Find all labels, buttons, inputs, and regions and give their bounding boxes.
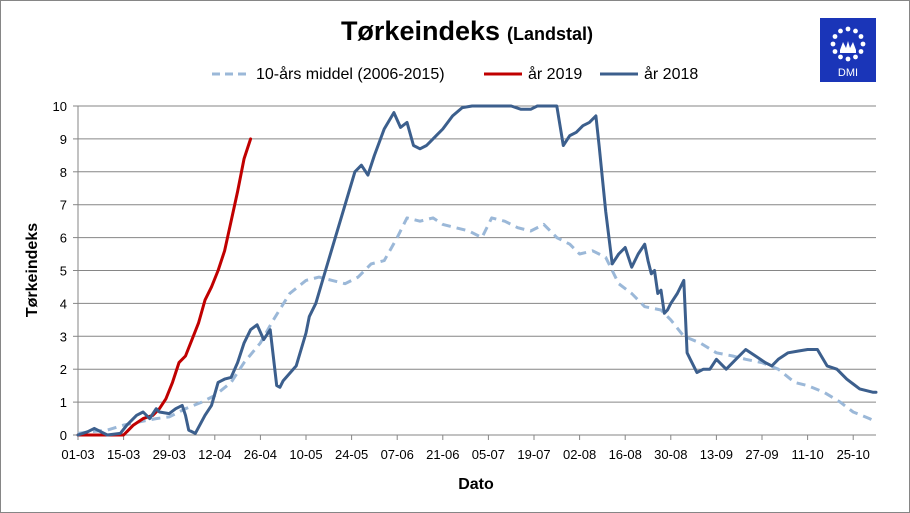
dmi-logo-dot bbox=[845, 26, 851, 32]
x-tick-label: 25-10 bbox=[837, 447, 870, 462]
x-tick-label: 24-05 bbox=[335, 447, 368, 462]
x-axis-title: Dato bbox=[458, 476, 494, 493]
x-tick-label: 01-03 bbox=[61, 447, 94, 462]
x-tick-label: 11-10 bbox=[791, 447, 823, 462]
x-tick-label: 10-05 bbox=[289, 447, 322, 462]
dmi-logo-dot bbox=[838, 28, 843, 34]
dmi-logo: DMI bbox=[820, 18, 876, 82]
chart-title-main: Tørkeindeks bbox=[341, 16, 500, 46]
dmi-logo-dot bbox=[832, 49, 838, 54]
crown-icon bbox=[840, 41, 856, 50]
dmi-logo-dot bbox=[830, 41, 836, 47]
x-tick-label: 30-08 bbox=[654, 447, 687, 462]
x-tick-label: 21-06 bbox=[426, 447, 459, 462]
legend: 10-års middel (2006-2015) år 2019 år 2018 bbox=[212, 65, 698, 83]
y-tick-label: 3 bbox=[60, 329, 67, 344]
y-tick-label: 5 bbox=[60, 264, 67, 279]
x-tick-label: 05-07 bbox=[472, 447, 505, 462]
dmi-logo-dots bbox=[830, 26, 866, 62]
chart-title: Tørkeindeks (Landstal) bbox=[341, 16, 593, 46]
x-tick-label: 29-03 bbox=[153, 447, 186, 462]
y-tick-label: 10 bbox=[53, 99, 67, 114]
dmi-logo-dot bbox=[845, 56, 851, 62]
y-axis-title: Tørkeindeks bbox=[24, 223, 41, 317]
x-tick-label: 07-06 bbox=[381, 447, 414, 462]
legend-label: 10-års middel (2006-2015) bbox=[256, 65, 445, 83]
dmi-logo-dot bbox=[853, 54, 858, 60]
crown-base bbox=[840, 50, 856, 53]
dmi-logo-dot bbox=[858, 34, 864, 39]
x-tick-label: 02-08 bbox=[563, 447, 596, 462]
legend-label: år 2019 bbox=[528, 65, 582, 83]
dmi-logo-text: DMI bbox=[838, 67, 858, 79]
dmi-logo-dot bbox=[858, 49, 864, 54]
y-tick-label: 0 bbox=[60, 428, 67, 443]
y-tick-label: 9 bbox=[60, 132, 67, 147]
y-tick-label: 2 bbox=[60, 362, 67, 377]
dmi-logo-dot bbox=[853, 28, 858, 34]
y-axis-ticks: 0 1 2 3 4 5 6 7 8 9 10 bbox=[53, 99, 78, 443]
series-line-2 bbox=[76, 104, 878, 437]
x-tick-label: 26-04 bbox=[244, 447, 277, 462]
y-tick-label: 7 bbox=[60, 198, 67, 213]
x-tick-label: 13-09 bbox=[700, 447, 733, 462]
series-line-1 bbox=[76, 137, 253, 437]
y-tick-label: 4 bbox=[60, 296, 67, 311]
y-tick-label: 8 bbox=[60, 165, 67, 180]
x-tick-label: 12-04 bbox=[198, 447, 231, 462]
y-tick-label: 6 bbox=[60, 231, 67, 246]
x-tick-label: 15-03 bbox=[107, 447, 140, 462]
x-tick-label: 19-07 bbox=[517, 447, 550, 462]
legend-label: år 2018 bbox=[644, 65, 698, 83]
x-axis-ticks: 01-03 15-03 29-03 12-04 26-04 10-05 24-05 07-06… bbox=[61, 435, 870, 462]
dmi-logo-dot bbox=[860, 41, 866, 47]
x-tick-label: 16-08 bbox=[609, 447, 642, 462]
chart-subtitle: (Landstal) bbox=[507, 24, 593, 44]
series-lines bbox=[76, 104, 878, 437]
dmi-logo-dot bbox=[838, 54, 843, 60]
x-tick-label: 27-09 bbox=[745, 447, 778, 462]
dmi-logo-dot bbox=[832, 34, 838, 39]
axes bbox=[77, 106, 876, 436]
y-tick-label: 1 bbox=[60, 395, 67, 410]
